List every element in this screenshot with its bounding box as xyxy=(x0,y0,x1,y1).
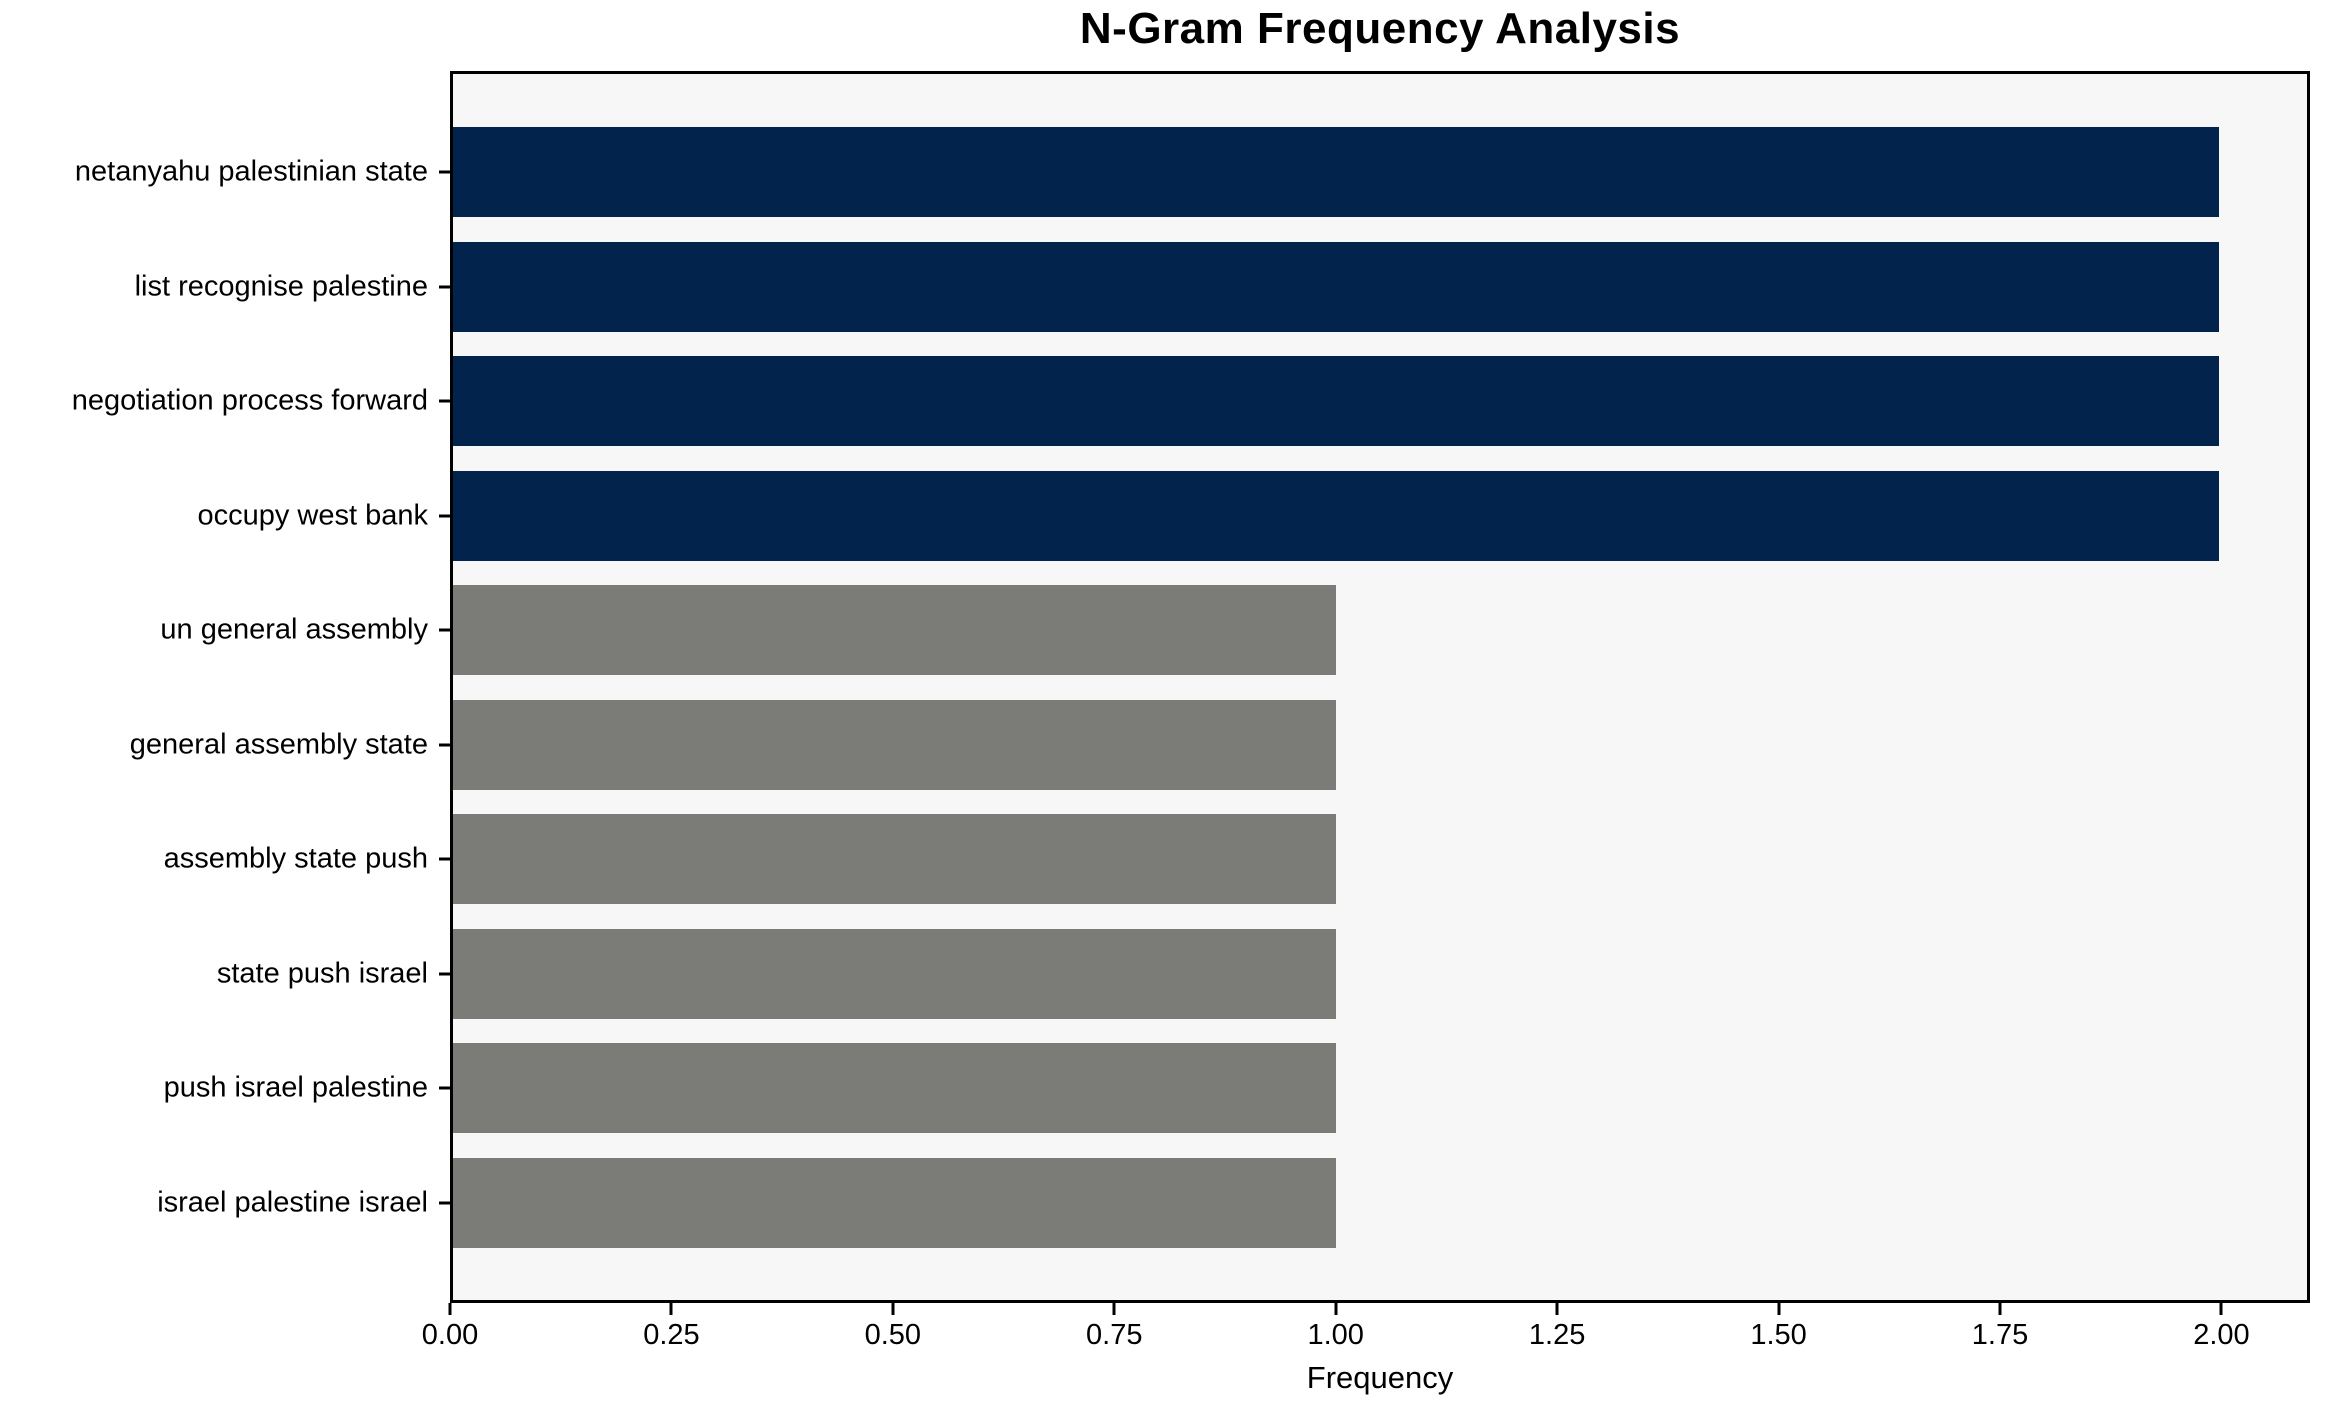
y-tick-label: netanyahu palestinian state xyxy=(74,155,428,188)
y-tick-label: occupy west bank xyxy=(197,499,428,531)
y-tick-label: israel palestine israel xyxy=(157,1186,428,1218)
x-tick-label: 0.75 xyxy=(1086,1319,1143,1351)
bar-push-israel-palestine xyxy=(453,1043,1336,1133)
y-tick-label: state push israel xyxy=(216,957,428,989)
y-tick-label: list recognise palestine xyxy=(134,270,428,302)
y-tick-mark xyxy=(439,1201,450,1204)
x-tick-mark xyxy=(1998,1303,2002,1315)
x-tick-label: 0.00 xyxy=(421,1319,479,1351)
bar-list-recognise-palestine xyxy=(453,241,2219,332)
x-tick-mark xyxy=(1334,1303,1338,1315)
bar-state-push-israel xyxy=(453,928,1336,1019)
x-tick-label: 1.75 xyxy=(1971,1319,2029,1351)
x-tick-label: 0.50 xyxy=(864,1319,922,1351)
x-tick-label: 1.00 xyxy=(1307,1319,1364,1351)
x-tick-mark xyxy=(891,1303,895,1315)
x-tick-mark xyxy=(2219,1303,2223,1315)
bar-netanyahu-palestinian-state xyxy=(453,127,2219,217)
y-tick-mark xyxy=(439,972,450,975)
x-tick-label: 1.25 xyxy=(1528,1319,1586,1351)
y-axis-tick-marks xyxy=(439,71,450,1303)
x-tick-mark xyxy=(1555,1303,1559,1315)
y-axis-labels: netanyahu palestinian state list recognis… xyxy=(0,71,432,1303)
y-tick-label: push israel palestine xyxy=(163,1071,428,1104)
x-tick-label: 0.25 xyxy=(643,1319,700,1351)
y-tick-label: un general assembly xyxy=(160,613,428,646)
x-tick-mark xyxy=(1777,1303,1781,1315)
plot-area xyxy=(450,71,2310,1303)
x-axis-ticks: 0.00 0.25 0.50 0.75 1.00 1.25 1.50 1.75 2.00 xyxy=(422,1303,2310,1383)
y-tick-mark xyxy=(439,743,450,746)
x-tick-mark xyxy=(448,1303,452,1315)
bar-israel-palestine-israel xyxy=(453,1157,1336,1248)
bar-occupy-west-bank xyxy=(453,470,2219,561)
y-tick-mark xyxy=(439,628,450,632)
x-tick-mark xyxy=(669,1303,673,1315)
y-tick-mark xyxy=(439,285,450,288)
y-tick-mark xyxy=(439,1086,450,1090)
y-tick-mark xyxy=(439,514,450,517)
y-tick-mark xyxy=(439,857,450,861)
x-axis-label: Frequency xyxy=(1306,1360,1454,1395)
chart-title: N-Gram Frequency Analysis xyxy=(1079,4,1681,53)
y-tick-label: negotiation process forward xyxy=(71,384,428,417)
x-tick-mark xyxy=(1112,1303,1116,1315)
bar-un-general-assembly xyxy=(453,585,1336,675)
x-tick-label: 1.50 xyxy=(1750,1319,1807,1351)
x-tick-label: 2.00 xyxy=(2193,1319,2250,1351)
y-tick-label: general assembly state xyxy=(129,728,428,760)
bar-negotiation-process-forward xyxy=(453,356,2219,446)
bar-assembly-state-push xyxy=(453,814,1336,904)
bar-general-assembly-state xyxy=(453,699,1336,790)
y-tick-mark xyxy=(439,170,450,174)
y-tick-mark xyxy=(439,399,450,403)
y-tick-label: assembly state push xyxy=(163,842,428,875)
